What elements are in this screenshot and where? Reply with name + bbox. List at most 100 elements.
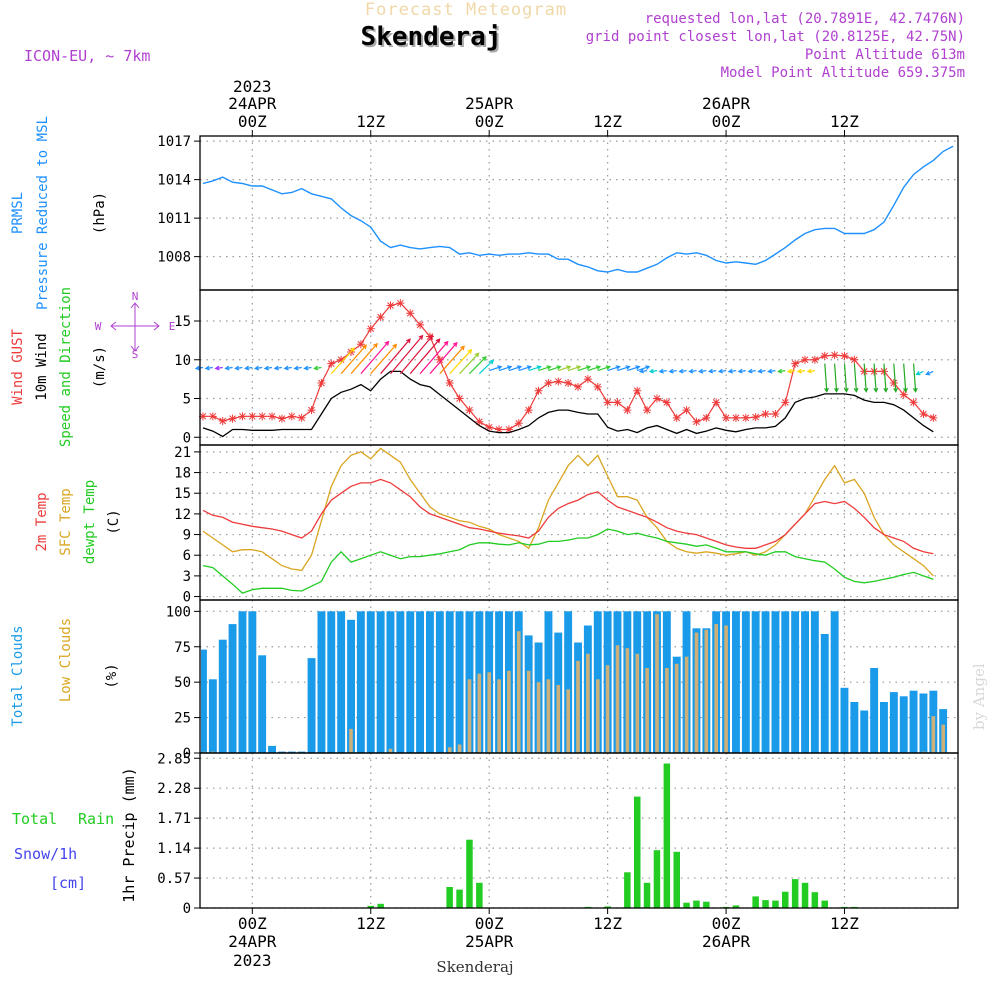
wind-direction-arrow bbox=[489, 365, 503, 372]
gust-marker bbox=[731, 413, 740, 422]
wind-direction-arrow bbox=[678, 368, 687, 374]
y-tick-label: 0 bbox=[183, 430, 191, 446]
gust-marker bbox=[801, 355, 810, 364]
station-title: Skenderaj bbox=[363, 24, 504, 54]
gust-marker bbox=[287, 412, 296, 421]
total-cloud-bar bbox=[297, 751, 306, 753]
total-cloud-bar bbox=[771, 611, 780, 753]
gust-marker bbox=[337, 355, 346, 364]
total-cloud-bar bbox=[258, 655, 267, 754]
total-cloud-bar bbox=[386, 611, 395, 753]
precip-bar bbox=[377, 903, 384, 908]
total-cloud-bar bbox=[732, 611, 740, 753]
low-cloud-bar bbox=[605, 665, 610, 753]
wind-direction-arrow bbox=[806, 368, 815, 374]
gust-marker bbox=[317, 379, 326, 387]
precip-bar bbox=[762, 900, 769, 908]
wind-direction-arrow bbox=[668, 368, 677, 374]
wind-direction-arrow bbox=[548, 365, 562, 372]
low-cloud-bar bbox=[349, 728, 353, 753]
low-cloud-bar bbox=[921, 751, 926, 753]
gust-marker bbox=[504, 425, 513, 434]
low-cloud-bar bbox=[931, 716, 936, 753]
wind-direction-arrow bbox=[843, 363, 849, 393]
gust-marker bbox=[741, 413, 750, 422]
gust-marker bbox=[534, 386, 543, 395]
precip-bar bbox=[772, 900, 779, 908]
wind-direction-arrow bbox=[253, 365, 263, 371]
wind-direction-arrow bbox=[767, 368, 776, 374]
wind-direction-arrow bbox=[273, 365, 282, 371]
low-cloud-bar bbox=[704, 629, 709, 754]
y-tick-label: 1014 bbox=[157, 173, 191, 189]
total-cloud-bar bbox=[445, 611, 454, 753]
bottom-date-label: 24APR bbox=[228, 932, 277, 951]
total-cloud-bar bbox=[201, 649, 207, 753]
gust-marker bbox=[198, 412, 207, 421]
wind-direction-arrow bbox=[925, 370, 934, 376]
gust-marker bbox=[544, 379, 553, 387]
low-cloud-bar bbox=[202, 751, 206, 753]
low-cloud-bar bbox=[724, 625, 728, 753]
gust-marker bbox=[465, 406, 474, 415]
wind-direction-arrow bbox=[915, 370, 924, 376]
low-cloud-bar bbox=[477, 673, 482, 753]
gust-marker bbox=[781, 398, 790, 407]
top-hour-label: 12Z bbox=[830, 112, 859, 131]
gust-marker bbox=[208, 412, 217, 421]
total-cloud-bar bbox=[268, 745, 276, 753]
wind-direction-arrow bbox=[380, 338, 411, 375]
total-cloud-bar bbox=[860, 710, 869, 753]
wind-10m-axis-label: 10m Wind bbox=[34, 333, 50, 400]
gust-marker bbox=[702, 413, 711, 422]
y-tick-label: 18 bbox=[174, 466, 191, 482]
precip-bar bbox=[752, 896, 759, 908]
gust-marker bbox=[396, 299, 405, 308]
total-cloud-bar bbox=[317, 611, 326, 753]
sfc-temp-axis-label: SFC Temp bbox=[58, 488, 74, 555]
precip-bar bbox=[604, 906, 611, 908]
total-cloud-bar bbox=[248, 611, 257, 753]
gust-marker bbox=[593, 382, 602, 391]
precip-bar bbox=[811, 892, 819, 908]
precip-bar bbox=[673, 851, 680, 908]
y-tick-label: 6 bbox=[183, 548, 191, 564]
gust-marker bbox=[327, 359, 336, 368]
wind-direction-arrow bbox=[330, 347, 356, 375]
wind-direction-arrow bbox=[587, 365, 602, 372]
wind-direction-arrow bbox=[224, 365, 233, 371]
gust-marker bbox=[455, 394, 464, 403]
total-cloud-bar bbox=[801, 611, 809, 753]
gust-marker bbox=[692, 417, 701, 426]
gust-marker bbox=[268, 412, 277, 421]
precip-snow-unit-label: [cm] bbox=[50, 874, 86, 892]
low-clouds-axis-label: Low Clouds bbox=[58, 618, 74, 702]
plot-area: 1008101110141017051015036912151821025507… bbox=[10, 77, 959, 970]
requested-coords: requested lon,lat (20.7891E, 42.7476N) bbox=[645, 11, 965, 27]
sfc-temp-line bbox=[202, 447, 934, 577]
wind-direction-arrow bbox=[577, 365, 592, 372]
wind-direction-arrow bbox=[399, 334, 434, 375]
point-altitude: Point Altitude 613m bbox=[805, 47, 965, 63]
wind-direction-arrow bbox=[946, 371, 953, 375]
total-cloud-bar bbox=[751, 611, 760, 753]
gust-marker bbox=[475, 417, 484, 426]
wind-direction-arrow bbox=[429, 341, 458, 375]
precip-bar bbox=[653, 850, 661, 908]
gust-marker bbox=[218, 416, 227, 425]
low-cloud-bar bbox=[211, 751, 215, 753]
total-cloud-bar bbox=[406, 611, 415, 753]
gust-marker bbox=[840, 351, 849, 360]
y-tick-label: 1011 bbox=[157, 211, 191, 227]
y-tick-label: 0 bbox=[183, 590, 191, 606]
wind-direction-arrow bbox=[459, 352, 480, 375]
low-cloud-bar bbox=[566, 689, 570, 754]
low-cloud-bar bbox=[487, 672, 491, 754]
wind-direction-arrow bbox=[727, 368, 736, 374]
wind-direction-arrow bbox=[498, 365, 513, 372]
precip-bar bbox=[634, 796, 641, 908]
wind-direction-arrow bbox=[508, 365, 523, 372]
gust-marker bbox=[435, 355, 444, 364]
wind-direction-arrow bbox=[449, 348, 473, 375]
